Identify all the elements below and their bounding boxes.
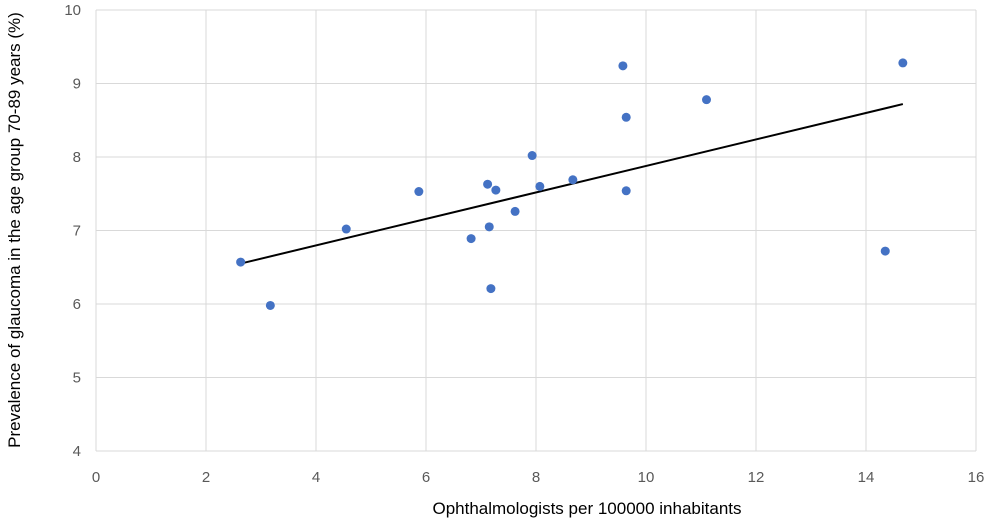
data-point: [535, 181, 545, 191]
data-point: [621, 112, 631, 122]
x-tick-label: 16: [968, 469, 985, 486]
y-tick-label: 5: [73, 370, 81, 387]
y-tick-label: 8: [73, 149, 81, 166]
data-point: [527, 151, 537, 161]
data-point: [702, 95, 711, 105]
x-tick-label: 4: [312, 469, 320, 486]
x-tick-label: 0: [92, 469, 100, 486]
y-tick-label: 6: [73, 296, 81, 313]
y-tick-label: 9: [73, 76, 81, 93]
data-point: [898, 58, 908, 68]
y-tick-label: 10: [64, 2, 81, 19]
y-axis-title: Prevalence of glaucoma in the age group …: [5, 12, 24, 448]
x-tick-label: 2: [202, 469, 210, 486]
data-point: [466, 234, 476, 244]
data-point: [414, 187, 424, 197]
data-point: [510, 206, 520, 216]
data-points: [236, 58, 908, 310]
x-tick-label: 12: [748, 469, 765, 486]
data-point: [265, 300, 275, 310]
x-tick-label: 14: [858, 469, 875, 486]
x-tick-label: 8: [532, 469, 540, 486]
grid-lines: [95, 9, 977, 452]
y-tick-label: 7: [73, 223, 81, 240]
x-tick-label: 6: [422, 469, 430, 486]
data-point: [484, 222, 494, 232]
y-tick-label: 4: [73, 443, 81, 460]
data-point: [621, 186, 631, 196]
data-point: [880, 246, 890, 256]
data-point: [568, 175, 578, 185]
x-tick-label: 10: [638, 469, 655, 486]
data-point: [486, 284, 496, 294]
tick-labels: 0 2 4 6 8 10 12 14 16 4 5 6 7 8 9 10: [64, 2, 984, 486]
data-point: [491, 185, 501, 195]
data-point: [483, 179, 493, 189]
data-point: [341, 224, 351, 234]
data-point: [618, 61, 628, 71]
x-axis-title: Ophthalmologists per 100000 inhabitants: [432, 499, 741, 518]
data-point: [236, 257, 246, 267]
